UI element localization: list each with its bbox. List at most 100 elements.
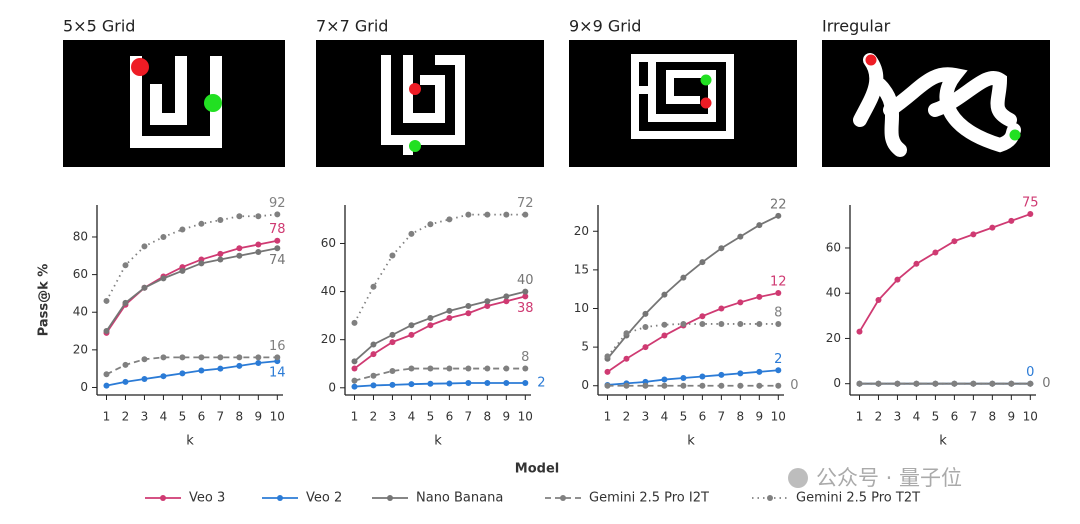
data-point [122, 361, 129, 368]
data-point [623, 330, 630, 337]
data-point [756, 293, 763, 300]
x-tick-label: 10 [1023, 410, 1038, 424]
data-point [446, 216, 453, 223]
data-point [484, 379, 491, 386]
data-point [198, 354, 205, 361]
data-point [255, 360, 262, 367]
series-line [606, 292, 779, 373]
series-line [353, 213, 526, 324]
series-line [606, 323, 779, 357]
panel-title: 9×9 Grid [569, 17, 641, 36]
data-point [913, 380, 920, 387]
data-point [351, 358, 358, 365]
end-label: 12 [770, 275, 787, 290]
series-line [607, 369, 779, 386]
data-point [141, 356, 148, 363]
data-point [446, 315, 453, 322]
data-point [198, 367, 205, 374]
data-point [465, 303, 472, 310]
data-point [522, 288, 529, 295]
data-point [875, 297, 882, 303]
legend-label: Veo 2 [306, 491, 342, 506]
maze-5x5 [63, 40, 285, 167]
y-tick-label: 20 [321, 332, 336, 346]
data-point [522, 211, 529, 218]
data-point [642, 344, 649, 351]
panel-title: 5×5 Grid [63, 17, 135, 36]
end-label: 0 [1042, 376, 1050, 391]
data-point [894, 276, 901, 283]
end-label: 22 [770, 197, 787, 212]
x-tick-label: 4 [408, 410, 416, 424]
x-tick-label: 1 [351, 410, 359, 424]
series-line [353, 295, 526, 370]
data-point [737, 320, 744, 327]
data-point [484, 365, 491, 372]
y-tick-label: 0 [833, 376, 841, 390]
data-point [122, 299, 129, 306]
data-point [217, 354, 224, 361]
y-tick-label: 20 [574, 224, 589, 238]
x-tick-label: 5 [427, 410, 435, 424]
data-point [122, 262, 129, 269]
x-tick-label: 9 [756, 410, 764, 424]
data-point [699, 313, 706, 320]
watermark-icon [788, 468, 808, 488]
data-point [236, 245, 243, 252]
data-point [408, 230, 415, 237]
y-tick-label: 20 [826, 331, 841, 345]
data-point [389, 339, 396, 346]
panel-title: 7×7 Grid [316, 17, 388, 36]
data-point [179, 226, 186, 233]
data-point [756, 222, 763, 229]
data-point [217, 250, 224, 257]
x-tick-label: 3 [642, 410, 650, 424]
x-tick-label: 7 [217, 410, 225, 424]
data-point [389, 367, 396, 374]
series-line [105, 213, 278, 302]
data-point [103, 371, 110, 378]
watermark-text: 公众号 · 量子位 [816, 466, 962, 490]
data-point [427, 322, 434, 329]
data-point [255, 354, 262, 361]
data-point [484, 211, 491, 218]
data-point [103, 297, 110, 304]
data-point [408, 331, 415, 338]
data-point [274, 245, 281, 252]
x-tick-label: 9 [255, 410, 263, 424]
data-point [198, 260, 205, 267]
end-label: 2 [537, 375, 545, 390]
x-tick-label: 7 [465, 410, 473, 424]
data-point [970, 231, 977, 238]
data-point [932, 380, 939, 387]
data-point [122, 378, 129, 385]
end-label: 0 [790, 378, 798, 393]
data-point [427, 365, 434, 372]
y-tick-label: 80 [73, 229, 88, 243]
x-tick-label: 10 [518, 410, 533, 424]
end-label: 8 [774, 305, 782, 320]
data-point [1008, 217, 1015, 224]
data-point [465, 379, 472, 386]
data-point [680, 375, 687, 382]
data-point [522, 379, 529, 386]
data-point [661, 321, 668, 328]
data-point [951, 238, 958, 245]
data-point [875, 380, 882, 387]
data-point [522, 365, 529, 372]
data-point [503, 298, 510, 305]
data-point [718, 382, 725, 389]
data-point [274, 211, 281, 218]
y-tick-label: 60 [826, 240, 841, 254]
data-point [255, 249, 262, 256]
y-tick-label: 40 [73, 305, 88, 319]
data-point [623, 355, 630, 362]
data-point [446, 307, 453, 314]
data-point [756, 382, 763, 389]
watermark: 公众号 · 量子位 [788, 466, 962, 490]
data-point [236, 354, 243, 361]
data-point [484, 298, 491, 305]
data-point [856, 328, 863, 335]
x-tick-label: 1 [604, 410, 612, 424]
